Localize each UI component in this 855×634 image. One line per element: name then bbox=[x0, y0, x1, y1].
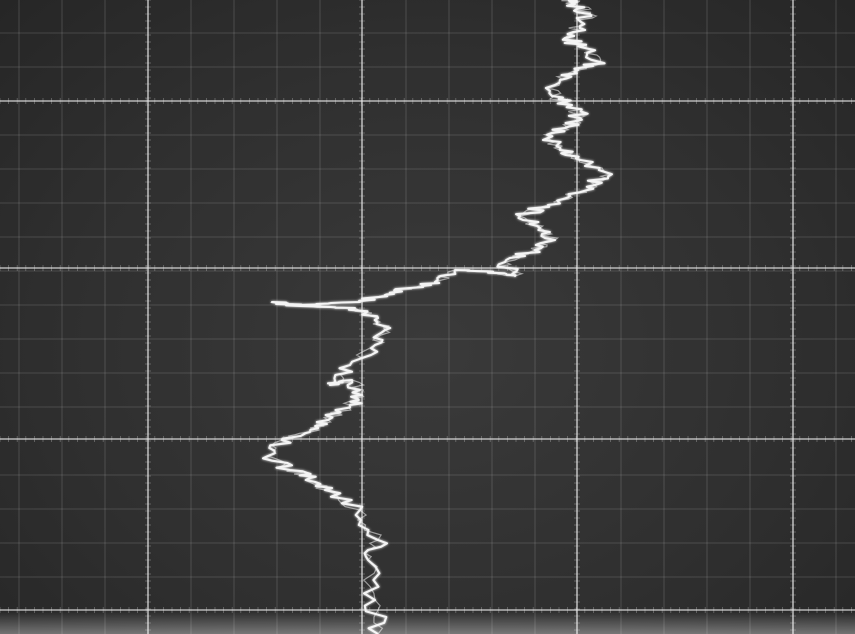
signal-trace bbox=[261, 0, 613, 634]
bottom-edge-glare bbox=[0, 612, 855, 634]
signal-trace-ghost bbox=[266, 0, 613, 634]
